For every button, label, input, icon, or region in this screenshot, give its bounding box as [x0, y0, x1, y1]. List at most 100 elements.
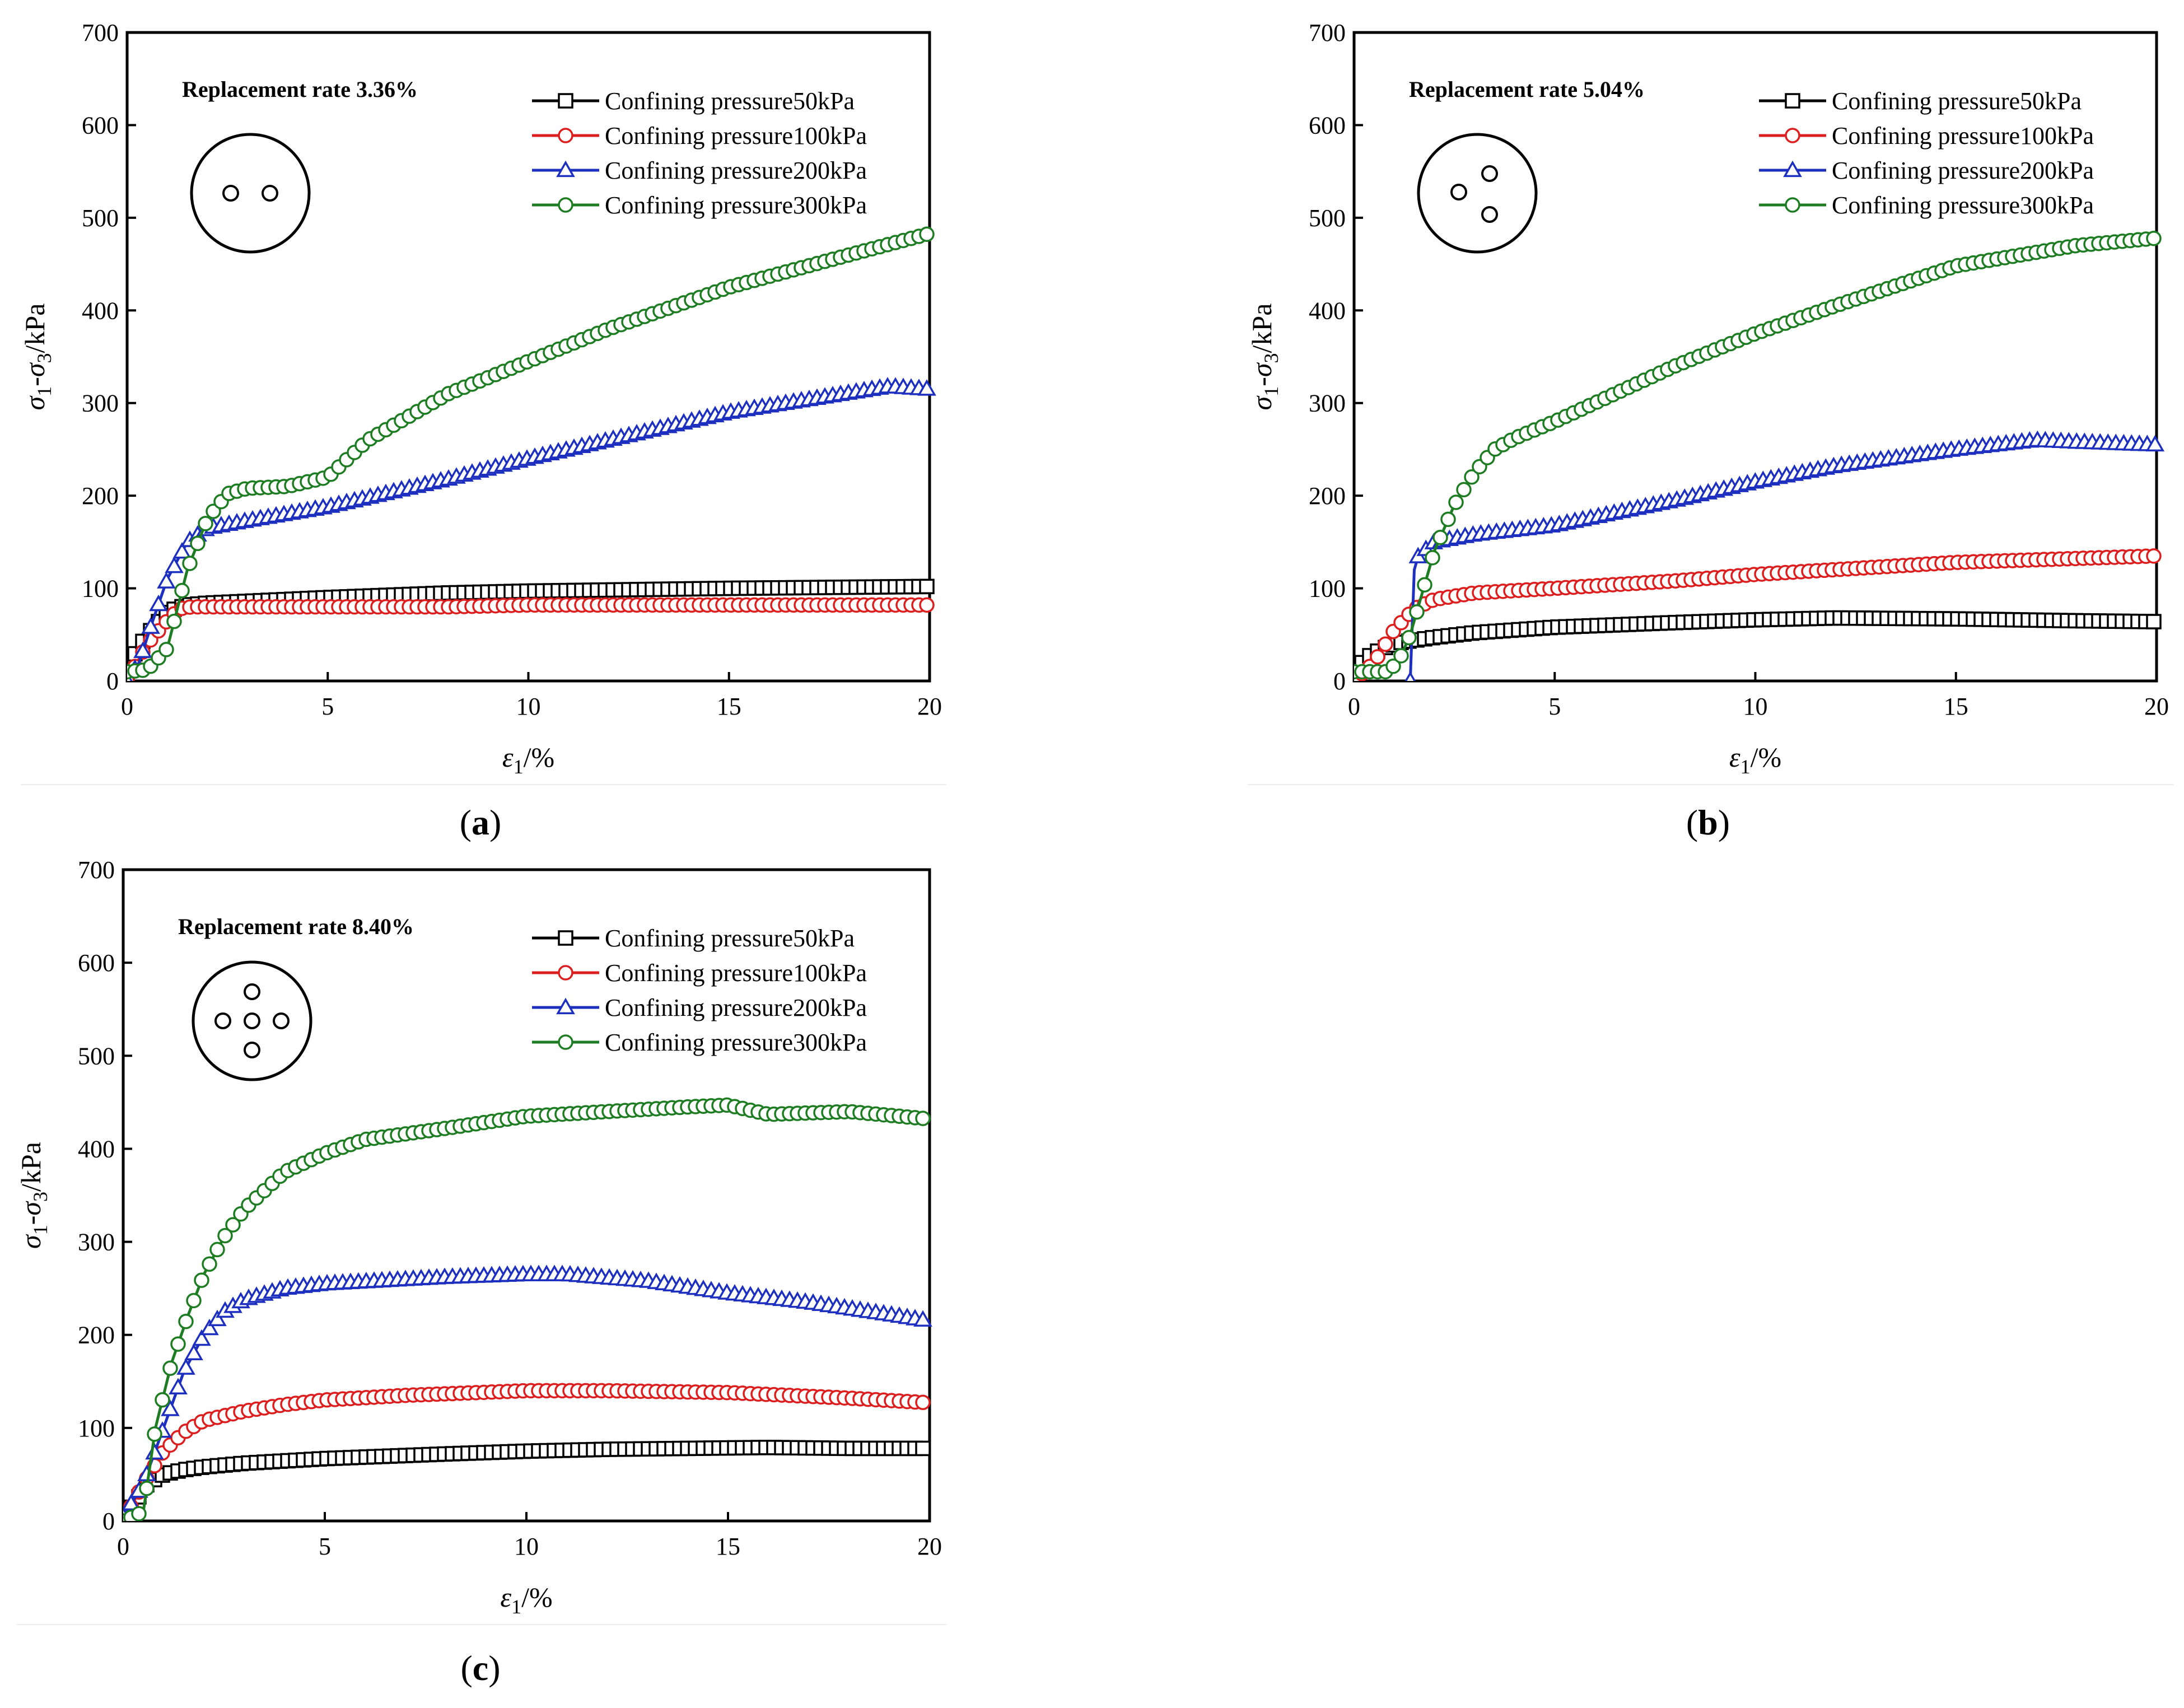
- y-axis-label-part: /kPa: [19, 304, 50, 353]
- replacement-rate-annotation: Replacement rate 8.40%: [178, 914, 414, 939]
- data-point: [919, 578, 935, 595]
- data-point: [1448, 494, 1464, 510]
- data-point: [1401, 629, 1417, 646]
- data-point: [184, 1343, 203, 1361]
- series-1: [127, 578, 935, 681]
- data-point: [1417, 577, 1432, 593]
- pile-hole: [273, 1012, 290, 1029]
- panel-label-paren: ): [1718, 802, 1730, 842]
- x-tick-label: 10: [516, 693, 541, 720]
- legend-entry-label: Confining pressure100kPa: [605, 959, 867, 987]
- data-point: [913, 1310, 932, 1327]
- legend-marker: [1785, 197, 1800, 213]
- y-axis-label-part: σ: [15, 1201, 46, 1216]
- x-axis-label-symbol: ε: [502, 741, 514, 773]
- legend-entry-label: Confining pressure200kPa: [605, 157, 867, 184]
- x-tick-label: 0: [117, 1533, 129, 1560]
- y-tick-label: 100: [82, 575, 119, 603]
- data-point: [1409, 604, 1425, 620]
- x-axis-label-unit: /%: [524, 741, 555, 773]
- y-tick-label: 500: [82, 204, 119, 232]
- series-line: [127, 385, 930, 681]
- data-point: [162, 1360, 178, 1376]
- pile-hole: [244, 1012, 260, 1029]
- legend-entry-label: Confining pressure300kPa: [605, 1029, 867, 1056]
- y-axis-label-part: σ: [19, 395, 50, 410]
- data-point: [917, 379, 936, 396]
- x-tick-label: 20: [2144, 693, 2169, 720]
- y-axis-label-part: 3: [29, 1192, 52, 1202]
- y-tick-label: 500: [1309, 204, 1346, 232]
- y-axis-label-part: σ: [1246, 395, 1277, 410]
- x-tick-label: 0: [121, 693, 133, 720]
- panel-label-paren: ): [489, 802, 501, 842]
- panel-label-letter: b: [1698, 802, 1718, 842]
- legend-marker: [558, 930, 573, 946]
- data-point: [1393, 648, 1409, 664]
- x-tick-label: 15: [716, 1533, 740, 1560]
- y-tick-label: 200: [82, 482, 119, 510]
- data-point: [241, 1455, 256, 1471]
- y-tick-label: 600: [1309, 111, 1346, 139]
- legend: Confining pressure50kPa Confining pressur…: [1759, 87, 2094, 219]
- y-tick-label: 100: [78, 1415, 115, 1442]
- panel-label: (c): [460, 1648, 500, 1688]
- legend-entry-label: Confining pressure300kPa: [1832, 192, 2094, 219]
- y-tick-label: 700: [82, 19, 119, 46]
- data-point: [133, 641, 152, 658]
- panel-label-letter: a: [472, 802, 489, 842]
- data-point: [172, 542, 192, 559]
- series-line: [1354, 236, 2157, 673]
- x-tick-label: 5: [321, 693, 334, 720]
- legend-entry-label: Confining pressure50kPa: [605, 925, 855, 952]
- legend-entry-label: Confining pressure300kPa: [605, 192, 867, 219]
- three-hole-circle-icon: [1417, 133, 1538, 254]
- y-axis-label-part: σ: [19, 362, 50, 377]
- data-point: [915, 1110, 931, 1126]
- pile-hole: [222, 185, 239, 202]
- x-tick-label: 20: [917, 693, 942, 720]
- x-axis-label-subscript: 1: [511, 1595, 521, 1618]
- plot-area: [123, 1097, 932, 1521]
- pile-hole: [214, 1012, 231, 1029]
- data-point: [169, 1378, 188, 1394]
- data-point: [178, 1313, 194, 1329]
- data-point: [2146, 614, 2162, 629]
- data-point: [147, 1426, 162, 1442]
- replacement-rate-annotation: Replacement rate 3.36%: [182, 77, 418, 102]
- y-axis-label-part: 1: [33, 386, 55, 396]
- y-tick-label: 200: [78, 1322, 115, 1349]
- legend-marker: [556, 160, 575, 178]
- series-4: [1354, 230, 2162, 680]
- y-axis-label: σ1-σ3/kPa: [15, 1142, 52, 1249]
- data-point: [1385, 658, 1401, 674]
- data-point: [919, 226, 935, 242]
- data-point: [1370, 649, 1385, 665]
- y-axis-label-part: -: [15, 1216, 46, 1225]
- series-1: [1354, 610, 2162, 680]
- y-tick-label: 0: [102, 1508, 115, 1535]
- pile-hole: [1481, 206, 1498, 223]
- y-axis-label: σ1-σ3/kPa: [1246, 304, 1282, 410]
- legend-marker: [558, 197, 573, 213]
- y-axis-label-part: /kPa: [1246, 304, 1277, 353]
- x-axis-label: ε1/%: [1729, 741, 1781, 778]
- x-axis-label: ε1/%: [500, 1581, 552, 1618]
- legend-entry-label: Confining pressure100kPa: [605, 122, 867, 150]
- y-tick-label: 0: [1333, 668, 1346, 695]
- x-tick-label: 5: [319, 1533, 331, 1560]
- legend-entry-label: Confining pressure50kPa: [1832, 87, 2082, 115]
- y-tick-label: 300: [78, 1229, 115, 1256]
- panel-label: (b): [1686, 802, 1730, 842]
- pile-hole: [244, 1042, 260, 1058]
- y-axis-label-part: σ: [15, 1234, 46, 1249]
- data-point: [149, 594, 168, 612]
- x-tick-label: 5: [1548, 693, 1561, 720]
- y-tick-label: 400: [82, 297, 119, 324]
- pile-hole: [262, 185, 278, 202]
- y-tick-label: 200: [1309, 482, 1346, 510]
- x-tick-label: 15: [1944, 693, 1968, 720]
- y-axis-label-part: 1: [1260, 386, 1282, 396]
